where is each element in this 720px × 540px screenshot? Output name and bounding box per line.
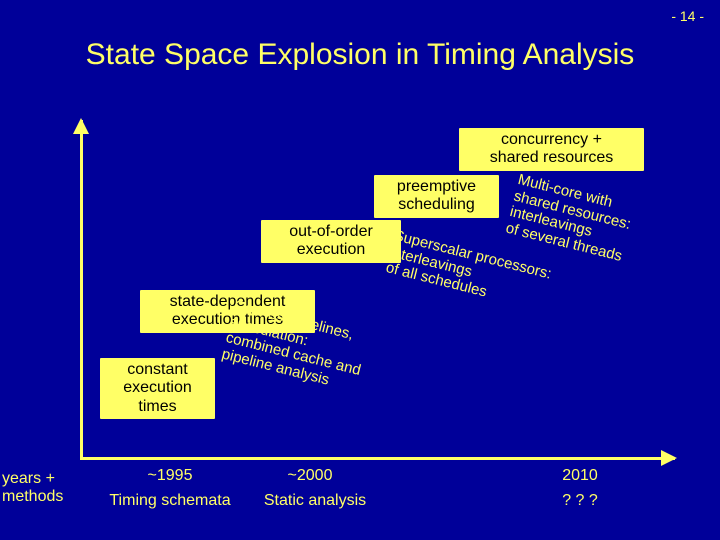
- tick-method-1: Static analysis: [240, 492, 390, 510]
- annotation-multicore: Multi-core withshared resources:interlea…: [504, 172, 636, 265]
- x-axis-label: years +methods: [2, 470, 63, 505]
- tick-year-2: 2010: [540, 467, 620, 485]
- x-axis: [80, 457, 675, 460]
- tick-method-2: ? ? ?: [540, 492, 620, 510]
- tick-year-0: ~1995: [130, 467, 210, 485]
- y-axis: [80, 120, 83, 460]
- slide-title: State Space Explosion in Timing Analysis: [0, 38, 720, 72]
- tick-year-1: ~2000: [270, 467, 350, 485]
- tick-method-0: Timing schemata: [90, 492, 250, 510]
- box-constant: constantexecutiontimes: [100, 358, 215, 419]
- annotation-caches: Caches, pipelines,speculation:combined c…: [220, 298, 370, 396]
- box-concurrency: concurrency +shared resources: [459, 128, 644, 171]
- page-number: - 14 -: [671, 8, 704, 24]
- box-out-of-order: out-of-orderexecution: [261, 220, 401, 263]
- box-preemptive: preemptivescheduling: [374, 175, 499, 218]
